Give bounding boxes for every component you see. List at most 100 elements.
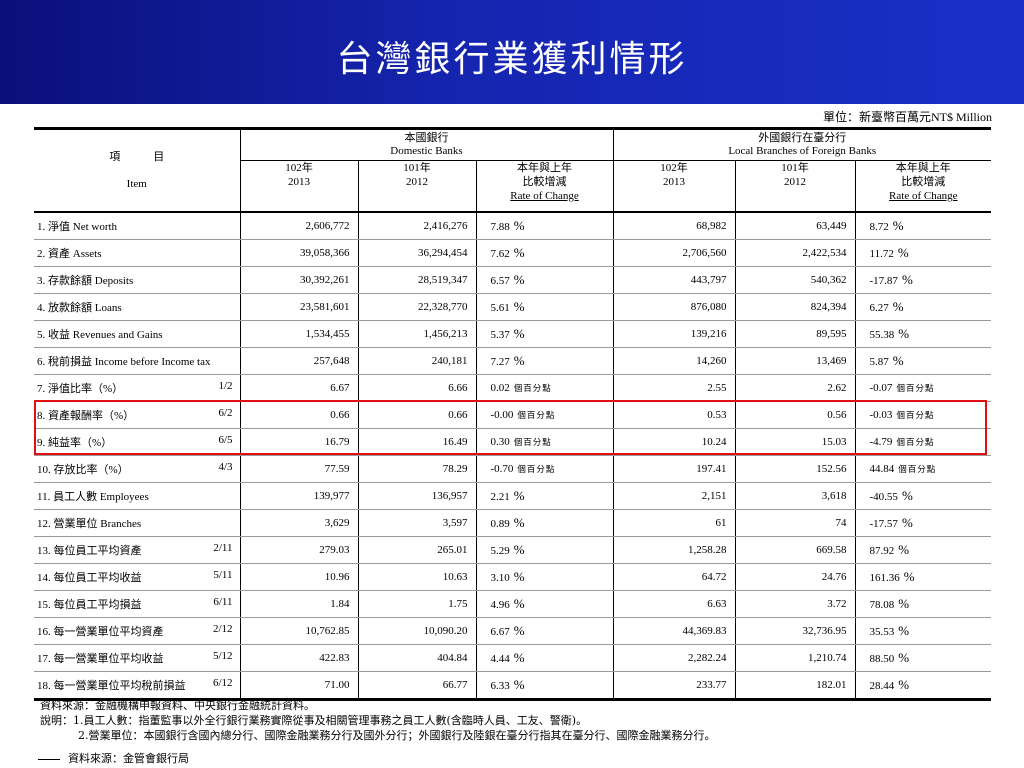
domestic-2013-cell: 71.00: [240, 671, 359, 701]
item-cell: 6. 稅前損益 Income before Income tax: [34, 347, 241, 375]
domestic-change-cell: 3.10%: [476, 563, 614, 591]
domestic-2013-cell: 77.59: [240, 455, 359, 483]
year-zh: 101年: [403, 162, 431, 174]
item-label: 7. 淨值比率（%）: [37, 383, 124, 395]
item-cell: 17. 每一營業單位平均收益 5/12: [34, 644, 241, 672]
foreign-change-cell: 28.44%: [855, 671, 992, 701]
foreign-2013-cell: 443,797: [613, 266, 736, 294]
foreign-2012-cell: 1,210.74: [735, 644, 856, 672]
table-row: 10. 存放比率（%） 4/3 77.59 78.29 -0.70 個百分點 197.41 1…: [34, 455, 992, 483]
item-cell: 5. 收益 Revenues and Gains: [34, 320, 241, 348]
change-value: -0.07: [869, 382, 893, 394]
domestic-change-cell: -0.70 個百分點: [476, 455, 614, 483]
change-value: 11.72: [869, 248, 894, 260]
foreign-2012-cell: 24.76: [735, 563, 856, 591]
change-value: 7.88: [490, 221, 510, 233]
change-zh2: 比較增減: [522, 176, 567, 188]
item-cell: 18. 每一營業單位平均稅前損益 6/12: [34, 671, 241, 701]
domestic-2013-cell: 39,058,366: [240, 239, 359, 267]
foreign-2013-cell: 14,260: [613, 347, 736, 375]
item-ratio: [233, 326, 237, 342]
footnotes: 資料來源：金融機構申報資料、中央銀行金融統計資料。 說明：1.員工人數：指董監事…: [40, 698, 716, 743]
header-domestic: 本國銀行 Domestic Banks: [240, 127, 614, 161]
change-value: 4.96: [490, 599, 510, 611]
item-cell: 13. 每位員工平均資產 2/11: [34, 536, 241, 564]
table-row: 9. 純益率（%） 6/5 16.79 16.49 0.30 個百分點 10.24 15.03…: [34, 428, 992, 456]
item-ratio: 2/11: [213, 542, 233, 554]
change-unit: 個百分點: [513, 383, 552, 393]
foreign-2013-cell: 1,258.28: [613, 536, 736, 564]
item-label: 17. 每一營業單位平均收益: [37, 653, 164, 665]
change-unit: 個百分點: [896, 410, 935, 420]
foreign-2013-cell: 2,282.24: [613, 644, 736, 672]
change-value: 28.44: [869, 680, 895, 692]
foreign-2012-cell: 152.56: [735, 455, 856, 483]
foreign-change-cell: 6.27%: [855, 293, 992, 321]
change-value: 3.10: [490, 572, 510, 584]
table-row: 15. 每位員工平均損益 6/11 1.84 1.75 4.96% 6.63 3.72 78.…: [34, 590, 992, 618]
change-unit: %: [513, 623, 525, 638]
page-title: 台灣銀行業獲利情形: [336, 39, 688, 80]
domestic-change-cell: 0.30 個百分點: [476, 428, 614, 456]
change-unit: %: [892, 353, 904, 368]
domestic-2012-cell: 6.66: [358, 374, 477, 402]
year-zh: 102年: [285, 162, 313, 174]
change-unit: %: [513, 515, 525, 530]
table-row: 12. 營業單位 Branches 3,629 3,597 0.89% 61 74 -17.…: [34, 509, 992, 537]
foreign-change-cell: -17.57%: [855, 509, 992, 537]
item-ratio: [233, 353, 237, 369]
item-ratio: 5/12: [212, 650, 233, 662]
item-label: 16. 每一營業單位平均資產: [37, 626, 164, 638]
change-value: -40.55: [869, 491, 898, 503]
year-en: 2013: [663, 176, 686, 188]
table-row: 17. 每一營業單位平均收益 5/12 422.83 404.84 4.44% 2,282…: [34, 644, 992, 672]
domestic-2012-cell: 1,456,213: [358, 320, 477, 348]
foreign-change-cell: 161.36%: [855, 563, 992, 591]
foreign-2012-cell: 0.56: [735, 401, 856, 429]
foreign-2013-cell: 0.53: [613, 401, 736, 429]
header-item: 項 目 Item: [34, 127, 241, 213]
domestic-2013-cell: 10,762.85: [240, 617, 359, 645]
item-label: 11. 員工人數 Employees: [37, 491, 149, 503]
table-row: 3. 存款餘額 Deposits 30,392,261 28,519,347 6.57…: [34, 266, 992, 294]
change-value: 6.33: [490, 680, 510, 692]
foreign-2012-cell: 3,618: [735, 482, 856, 510]
change-value: 7.62: [490, 248, 510, 260]
item-label: 12. 營業單位 Branches: [37, 518, 142, 530]
change-zh2: 比較增減: [901, 176, 946, 188]
item-cell: 10. 存放比率（%） 4/3: [34, 455, 241, 483]
change-unit: %: [903, 569, 915, 584]
change-value: 7.27: [490, 356, 510, 368]
foreign-2013-cell: 197.41: [613, 455, 736, 483]
domestic-2012-cell: 78.29: [358, 455, 477, 483]
domestic-2012-cell: 10,090.20: [358, 617, 477, 645]
item-label: 1. 淨值 Net worth: [37, 221, 118, 233]
change-unit: %: [513, 488, 525, 503]
item-cell: 8. 資產報酬率（%） 6/2: [34, 401, 241, 429]
item-label: 8. 資產報酬率（%）: [37, 410, 135, 422]
item-cell: 7. 淨值比率（%） 1/2: [34, 374, 241, 402]
table-row: 13. 每位員工平均資產 2/11 279.03 265.01 5.29% 1,258.2…: [34, 536, 992, 564]
item-ratio: [233, 515, 237, 531]
domestic-2012-cell: 10.63: [358, 563, 477, 591]
change-value: 55.38: [869, 329, 895, 341]
change-value: 8.72: [869, 221, 889, 233]
footer-rule: [38, 758, 60, 760]
foreign-2012-cell: 2.62: [735, 374, 856, 402]
foreign-2012-cell: 182.01: [735, 671, 856, 701]
foreign-2013-cell: 6.63: [613, 590, 736, 618]
highlight-box: [34, 400, 987, 455]
header-f-change: 本年與上年 比較增減 Rate of Change: [855, 160, 992, 213]
table-row: 18. 每一營業單位平均稅前損益 6/12 71.00 66.77 6.33% 233.7…: [34, 671, 992, 701]
domestic-2012-cell: 136,957: [358, 482, 477, 510]
change-value: 5.61: [490, 302, 510, 314]
foreign-2013-cell: 44,369.83: [613, 617, 736, 645]
item-ratio: [233, 299, 237, 315]
explanation-note-2: 2.營業單位：本國銀行含國內總分行、國際金融業務分行及國外分行；外國銀行及陸銀在…: [78, 729, 716, 742]
domestic-change-cell: 6.57%: [476, 266, 614, 294]
table-row: 14. 每位員工平均收益 5/11 10.96 10.63 3.10% 64.72 24.7…: [34, 563, 992, 591]
change-zh1: 本年與上年: [517, 162, 572, 174]
change-unit: %: [513, 542, 525, 557]
year-en: 2012: [406, 176, 428, 188]
table-row: 2. 資產 Assets 39,058,366 36,294,454 7.62% 2,7…: [34, 239, 992, 267]
